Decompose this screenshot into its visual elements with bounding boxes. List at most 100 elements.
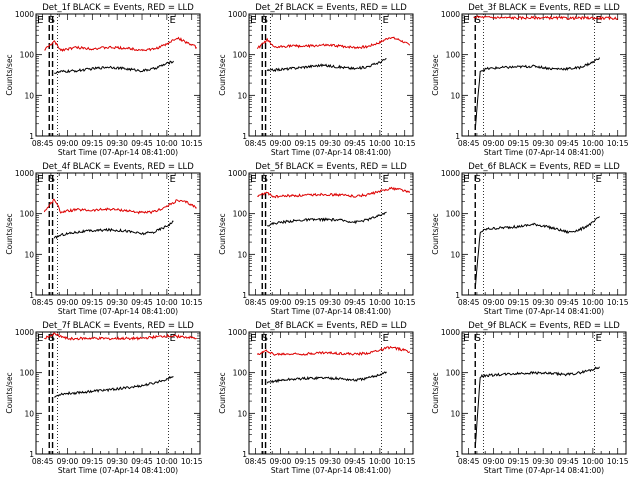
series-lld-line	[43, 198, 197, 215]
x-tick-label: 10:00	[156, 298, 178, 307]
y-tick-label: 1000	[15, 328, 34, 337]
x-axis-label: Start Time (07-Apr-14 08:41:00)	[58, 307, 178, 316]
event-marker-E: E	[250, 174, 256, 185]
y-tick-label: 1000	[228, 10, 247, 19]
x-tick-label: 10:15	[181, 457, 203, 466]
x-tick-label: 10:15	[394, 139, 416, 148]
y-tick-label: 1	[29, 450, 34, 459]
series-lld-line	[44, 332, 197, 341]
x-tick-label: 09:15	[295, 139, 317, 148]
y-tick-label: 1	[455, 450, 460, 459]
x-tick-label: 08:45	[458, 298, 480, 307]
x-tick-label: 09:30	[106, 139, 128, 148]
x-tick-label: 09:00	[270, 298, 292, 307]
panel-title: Det_2f BLACK = Events, RED = LLD	[255, 3, 407, 13]
event-marker-E: E	[170, 174, 176, 185]
series-lld-line	[256, 345, 411, 356]
x-tick-label: 09:00	[57, 457, 79, 466]
x-tick-label: 09:45	[557, 139, 579, 148]
plot-frame	[461, 172, 627, 296]
x-tick-label: 09:15	[295, 457, 317, 466]
event-marker-E: E	[463, 15, 469, 26]
panel-title: Det_9f BLACK = Events, RED = LLD	[468, 321, 620, 331]
y-tick-label: 100	[20, 369, 35, 378]
y-tick-label: 1000	[441, 10, 460, 19]
y-axis-label: Counts/sec	[5, 54, 14, 95]
y-tick-label: 1	[242, 291, 247, 300]
x-tick-label: 09:45	[344, 457, 366, 466]
x-axis-label: Start Time (07-Apr-14 08:41:00)	[484, 307, 604, 316]
x-tick-label: 08:45	[245, 457, 267, 466]
event-marker-E: E	[383, 174, 389, 185]
x-tick-label: 09:30	[532, 139, 554, 148]
x-tick-label: 09:45	[557, 457, 579, 466]
x-tick-label: 10:15	[607, 139, 629, 148]
y-tick-label: 100	[446, 369, 461, 378]
series-events-line	[474, 216, 600, 288]
x-tick-label: 08:45	[32, 298, 54, 307]
x-tick-label: 08:45	[245, 298, 267, 307]
y-tick-label: 1	[455, 132, 460, 141]
panel-5: Det_5f BLACK = Events, RED = LLD 1 10 100 10…	[218, 162, 416, 316]
x-tick-label: 08:45	[32, 457, 54, 466]
x-tick-label: 10:00	[582, 457, 604, 466]
y-tick-label: 1000	[228, 169, 247, 178]
y-axis-label: Counts/sec	[218, 372, 227, 413]
event-marker-S: S	[262, 15, 268, 26]
panel-title: Det_8f BLACK = Events, RED = LLD	[255, 321, 407, 331]
x-tick-label: 10:15	[607, 457, 629, 466]
panel-3: Det_3f BLACK = Events, RED = LLD 1 10 100 10…	[431, 3, 629, 157]
x-tick-label: 10:00	[369, 298, 391, 307]
y-tick-label: 100	[233, 369, 248, 378]
y-axis-label: Counts/sec	[5, 213, 14, 254]
y-tick-label: 100	[233, 51, 248, 60]
x-tick-label: 10:00	[156, 457, 178, 466]
y-tick-label: 1000	[15, 10, 34, 19]
panel-title: Det_7f BLACK = Events, RED = LLD	[42, 321, 194, 331]
x-tick-label: 09:15	[82, 457, 104, 466]
event-marker-E: E	[250, 333, 256, 344]
event-marker-E: E	[37, 333, 43, 344]
y-tick-label: 100	[233, 210, 248, 219]
event-marker-E: E	[463, 333, 469, 344]
plot-frame	[461, 13, 627, 137]
series-events-line	[53, 220, 174, 240]
y-tick-label: 1	[455, 291, 460, 300]
y-tick-label: 1	[242, 132, 247, 141]
x-tick-label: 09:45	[344, 139, 366, 148]
y-tick-label: 100	[20, 210, 35, 219]
x-tick-label: 09:00	[57, 298, 79, 307]
event-marker-S: S	[475, 15, 481, 26]
x-tick-label: 09:30	[106, 457, 128, 466]
y-axis-label: Counts/sec	[218, 213, 227, 254]
y-tick-label: 10	[24, 91, 34, 100]
series-events-line	[474, 57, 600, 129]
event-marker-E: E	[383, 15, 389, 26]
x-tick-label: 09:30	[319, 298, 341, 307]
x-tick-label: 10:00	[156, 139, 178, 148]
series-lld-line	[256, 36, 411, 50]
y-tick-label: 1	[29, 132, 34, 141]
series-events-line	[267, 211, 387, 227]
event-marker-S: S	[49, 15, 55, 26]
series-events-line	[54, 375, 174, 398]
x-tick-label: 09:30	[319, 139, 341, 148]
event-marker-E: E	[463, 174, 469, 185]
y-tick-label: 1000	[228, 328, 247, 337]
x-tick-label: 09:00	[270, 457, 292, 466]
y-tick-label: 1	[242, 450, 247, 459]
panel-9: Det_9f BLACK = Events, RED = LLD 1 10 100 10…	[431, 321, 629, 475]
x-tick-label: 09:15	[82, 139, 104, 148]
x-axis-label: Start Time (07-Apr-14 08:41:00)	[58, 148, 178, 157]
x-tick-label: 08:45	[458, 139, 480, 148]
plot-frame	[35, 13, 201, 137]
x-axis-label: Start Time (07-Apr-14 08:41:00)	[271, 466, 391, 475]
event-marker-E: E	[170, 15, 176, 26]
event-marker-S: S	[262, 174, 268, 185]
series-events-line	[266, 371, 387, 384]
x-tick-label: 10:15	[394, 457, 416, 466]
event-marker-S: S	[475, 174, 481, 185]
plot-frame	[461, 331, 627, 455]
y-tick-label: 10	[24, 250, 34, 259]
series-lld-line	[44, 36, 198, 53]
